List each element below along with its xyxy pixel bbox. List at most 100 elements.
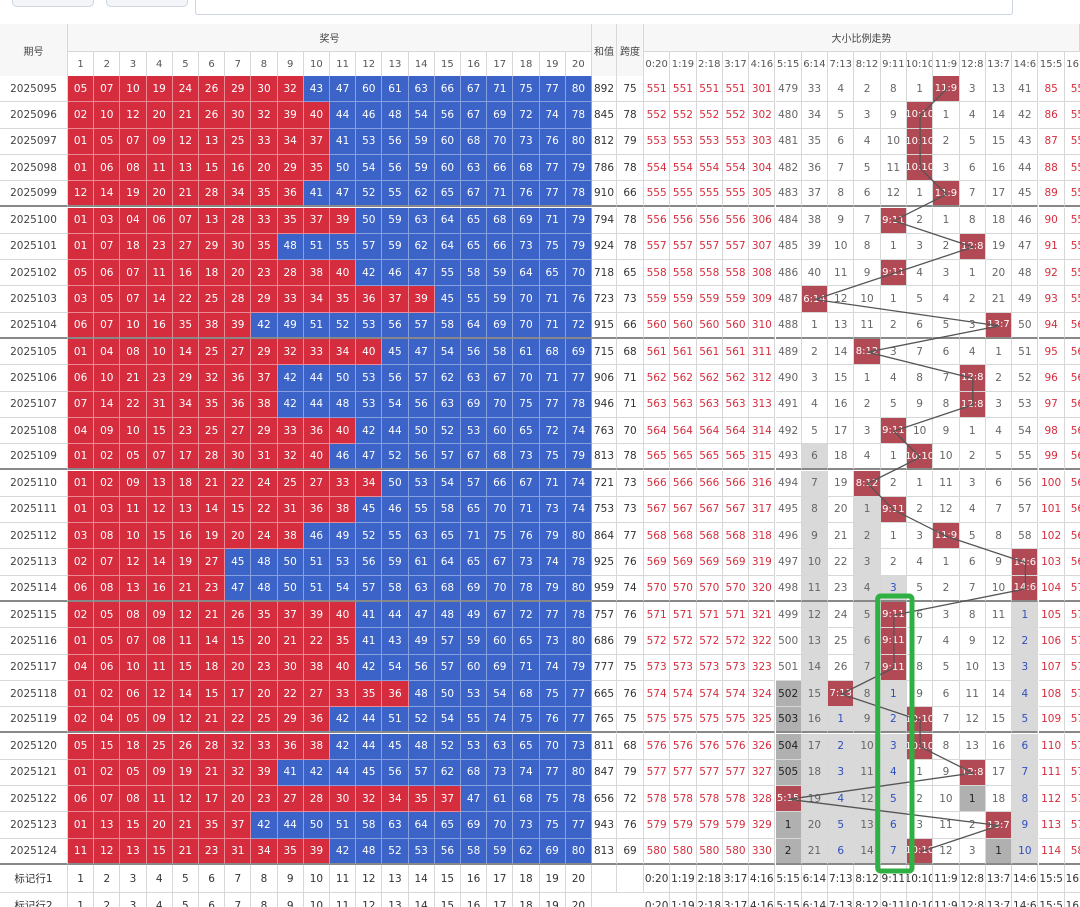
mark-row-2-number[interactable]: 11	[330, 893, 357, 907]
mark-row-1-number[interactable]: 15	[434, 865, 461, 894]
mark-row-1-ratio[interactable]: 4:16	[749, 865, 776, 894]
mark-row-1-number[interactable]: 1	[68, 865, 95, 894]
mark-row-2-number[interactable]: 18	[513, 893, 540, 907]
mark-row-1-label[interactable]: 标记行1	[0, 865, 68, 894]
mark-row-1-ratio[interactable]: 14:6	[1012, 865, 1039, 894]
prize-number: 56	[382, 312, 409, 339]
mark-row-2-ratio[interactable]: 11:9	[933, 893, 960, 907]
mark-row-1-number[interactable]: 10	[303, 865, 330, 894]
span-cell: 78	[617, 233, 644, 261]
toolbar-field[interactable]	[195, 0, 1013, 15]
prize-number: 22	[225, 707, 252, 734]
issue-cell: 2025117	[0, 654, 68, 681]
header-number: 20	[565, 52, 592, 77]
span-cell: 76	[617, 680, 644, 708]
mark-row-1-ratio[interactable]: 13:7	[985, 865, 1013, 894]
mark-row-2-number[interactable]: 19	[539, 893, 566, 907]
ratio-cell: 7	[959, 575, 986, 602]
mark-row-1-ratio[interactable]: 7:13	[828, 865, 855, 894]
mark-row-1-ratio[interactable]: 11:9	[933, 865, 960, 894]
ratio-cell: 13	[985, 76, 1013, 103]
prize-number: 52	[330, 312, 357, 339]
toolbar-button-1[interactable]	[12, 0, 94, 7]
mark-row-2-ratio[interactable]: 6:14	[801, 893, 829, 907]
mark-row-2-number[interactable]: 6	[199, 893, 226, 907]
prize-number: 45	[356, 759, 383, 787]
mark-row-2-number[interactable]: 3	[120, 893, 147, 907]
mark-row-1-ratio[interactable]: 6:14	[801, 865, 829, 894]
mark-row-2-label[interactable]: 标记行2	[0, 893, 68, 907]
mark-row-2-ratio[interactable]: 9:11	[880, 893, 907, 907]
ratio-cell: 8	[933, 391, 960, 418]
mark-row-2-ratio[interactable]: 13:7	[985, 893, 1013, 907]
mark-row-1-number[interactable]: 16	[461, 865, 488, 894]
prize-number: 52	[382, 838, 409, 865]
mark-row-2-number[interactable]: 20	[565, 893, 592, 907]
prize-number: 56	[461, 339, 488, 366]
mark-row-2-ratio[interactable]: 15:5	[1038, 893, 1065, 907]
mark-row-2-number[interactable]: 8	[251, 893, 278, 907]
mark-row-1-ratio[interactable]: 5:15	[775, 865, 802, 894]
mark-row-1-ratio[interactable]: 15:5	[1038, 865, 1065, 894]
ratio-cell: 11	[933, 812, 960, 839]
mark-row-1-number[interactable]: 5	[172, 865, 199, 894]
prize-number: 55	[434, 260, 461, 287]
mark-row-1-number[interactable]: 9	[277, 865, 304, 894]
mark-row-2-number[interactable]: 2	[94, 893, 121, 907]
mark-row-1-number[interactable]: 20	[565, 865, 592, 894]
mark-row-1-ratio[interactable]: 16:4	[1064, 865, 1080, 894]
mark-row-1-number[interactable]: 8	[251, 865, 278, 894]
mark-row-2-number[interactable]: 7	[225, 893, 252, 907]
mark-row-1-ratio[interactable]: 3:17	[722, 865, 750, 894]
mark-row-1-ratio[interactable]: 1:19	[670, 865, 697, 894]
mark-row-1-number[interactable]: 7	[225, 865, 252, 894]
prize-number: 18	[199, 654, 226, 681]
mark-row-2-ratio[interactable]: 3:17	[722, 893, 750, 907]
prize-number: 06	[68, 312, 95, 339]
prize-number: 75	[539, 233, 566, 261]
mark-row-1-ratio[interactable]: 12:8	[959, 865, 986, 894]
mark-row-2-ratio[interactable]: 1:19	[670, 893, 697, 907]
mark-row-1-ratio[interactable]: 0:20	[644, 865, 671, 894]
mark-row-1-number[interactable]: 11	[330, 865, 357, 894]
mark-row-1-ratio[interactable]: 2:18	[696, 865, 723, 894]
mark-row-2-number[interactable]: 14	[408, 893, 435, 907]
mark-row-2-number[interactable]: 16	[461, 893, 488, 907]
mark-row-1-ratio[interactable]: 9:11	[880, 865, 907, 894]
mark-row-2-number[interactable]: 9	[277, 893, 304, 907]
toolbar-button-2[interactable]	[106, 0, 188, 7]
mark-row-2-ratio[interactable]: 10:10	[907, 893, 934, 907]
prize-number: 38	[251, 391, 278, 418]
mark-row-2-number[interactable]: 5	[172, 893, 199, 907]
mark-row-1-number[interactable]: 4	[146, 865, 173, 894]
mark-row-2-number[interactable]: 10	[303, 893, 330, 907]
mark-row-1-number[interactable]: 12	[356, 865, 383, 894]
mark-row-2-ratio[interactable]: 8:12	[854, 893, 881, 907]
mark-row-2-number[interactable]: 4	[146, 893, 173, 907]
mark-row-1-ratio[interactable]: 10:10	[907, 865, 934, 894]
mark-row-1-number[interactable]: 13	[382, 865, 409, 894]
mark-row-2-ratio[interactable]: 2:18	[696, 893, 723, 907]
mark-row-2-number[interactable]: 13	[382, 893, 409, 907]
mark-row-2-number[interactable]: 12	[356, 893, 383, 907]
mark-row-2-ratio[interactable]: 12:8	[959, 893, 986, 907]
ratio-cell: 2	[907, 496, 934, 524]
mark-row-2-number[interactable]: 1	[68, 893, 95, 907]
mark-row-1-ratio[interactable]: 8:12	[854, 865, 881, 894]
mark-row-1-number[interactable]: 6	[199, 865, 226, 894]
mark-row-2-number[interactable]: 15	[434, 893, 461, 907]
mark-row-2-ratio[interactable]: 7:13	[828, 893, 855, 907]
mark-row-2-ratio[interactable]: 16:4	[1064, 893, 1080, 907]
mark-row-1-number[interactable]: 2	[94, 865, 121, 894]
mark-row-1-number[interactable]: 17	[487, 865, 514, 894]
prize-number: 21	[199, 759, 226, 787]
mark-row-1-number[interactable]: 14	[408, 865, 435, 894]
mark-row-2-ratio[interactable]: 4:16	[749, 893, 776, 907]
mark-row-2-number[interactable]: 17	[487, 893, 514, 907]
mark-row-2-ratio[interactable]: 5:15	[775, 893, 802, 907]
mark-row-1-number[interactable]: 19	[539, 865, 566, 894]
mark-row-1-number[interactable]: 3	[120, 865, 147, 894]
mark-row-1-number[interactable]: 18	[513, 865, 540, 894]
mark-row-2-ratio[interactable]: 14:6	[1012, 893, 1039, 907]
mark-row-2-ratio[interactable]: 0:20	[644, 893, 671, 907]
